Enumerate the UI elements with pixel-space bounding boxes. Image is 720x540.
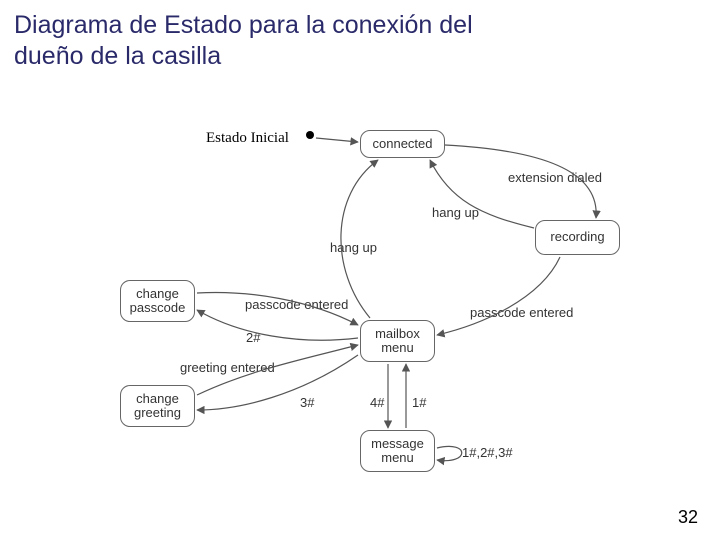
edge-label-extension-dialed: extension dialed (508, 170, 602, 185)
state-connected: connected (360, 130, 445, 158)
edge-label-2hash: 2# (246, 330, 260, 345)
state-change-greeting: changegreeting (120, 385, 195, 427)
state-change-passcode: changepasscode (120, 280, 195, 322)
edge-label-msg-self: 1#,2#,3# (462, 445, 513, 460)
edge-label-hangup-mc: hang up (330, 240, 377, 255)
edge-label-hangup-cr: hang up (432, 205, 479, 220)
edge-label-passcode-r: passcode entered (470, 305, 573, 320)
edge-label-passcode-c: passcode entered (245, 297, 348, 312)
state-message-menu: messagemenu (360, 430, 435, 472)
edge-label-3hash: 3# (300, 395, 314, 410)
edge-label-greeting-entered: greeting entered (180, 360, 275, 375)
state-diagram: connected recording mailboxmenu messagem… (0, 0, 720, 540)
edge-label-4hash: 4# (370, 395, 384, 410)
state-mailbox-menu: mailboxmenu (360, 320, 435, 362)
edge-label-1hash: 1# (412, 395, 426, 410)
page-number: 32 (678, 507, 698, 528)
state-recording: recording (535, 220, 620, 255)
